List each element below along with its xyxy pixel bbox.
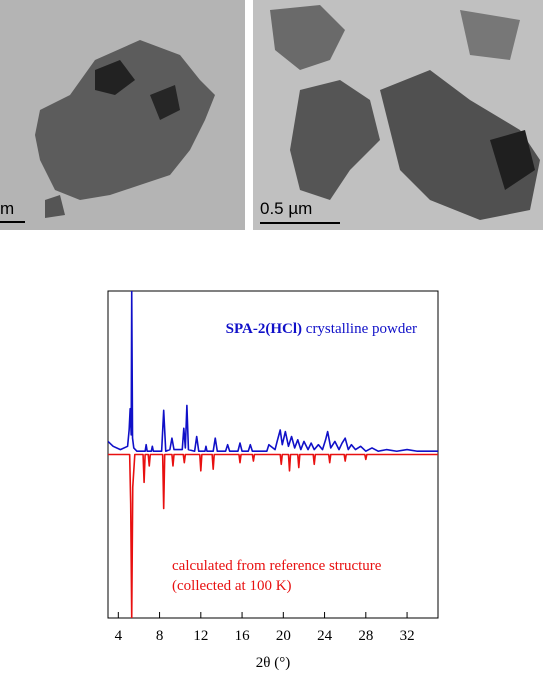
scale-label: m [0, 199, 14, 218]
annotation: SPA-2(HCl) crystalline powder [226, 321, 417, 337]
annotation-bold: SPA-2(HCl) [226, 321, 302, 337]
x-axis-label: 2θ (°) [256, 655, 290, 671]
tem-image-right: 0.5 µm [253, 0, 543, 230]
x-tick-label: 12 [193, 628, 208, 644]
scale-label: 0.5 µm [260, 199, 312, 218]
annotation-text: crystalline powder [306, 321, 417, 337]
x-tick-label: 4 [115, 628, 123, 644]
x-tick-label: 8 [156, 628, 164, 644]
x-tick-label: 16 [235, 628, 251, 644]
annotation: (collected at 100 K) [172, 578, 292, 594]
plot-area [108, 291, 438, 618]
x-tick-label: 24 [317, 628, 333, 644]
annotation: calculated from reference structure [172, 558, 382, 574]
pattern-line [108, 291, 438, 453]
x-tick-label: 28 [358, 628, 373, 644]
x-tick-label: 32 [400, 628, 415, 644]
x-tick-label: 20 [276, 628, 291, 644]
tem-image-left: m [0, 0, 245, 230]
pattern-line [108, 453, 438, 618]
